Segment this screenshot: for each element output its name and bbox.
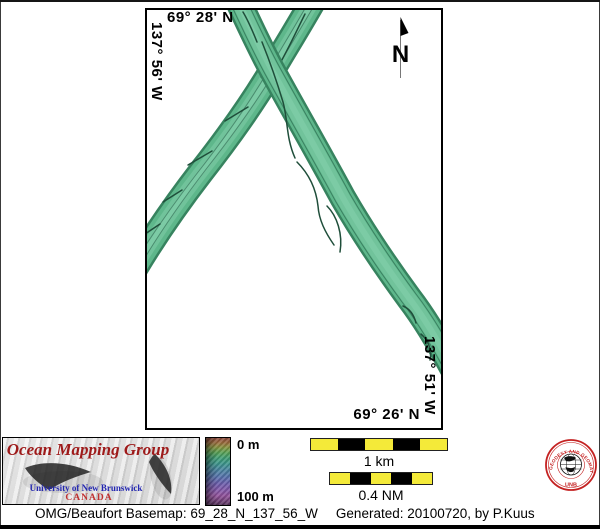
scalebar-segment [365, 439, 393, 450]
scalebar-segment [350, 473, 371, 484]
scalebar-segment [391, 473, 412, 484]
colorbar-max-label: 100 m [237, 489, 274, 504]
depth-colorbar [205, 437, 231, 506]
footer: OMG/Beaufort Basemap: 69_28_N_137_56_W G… [35, 506, 535, 521]
seafloor-scour-marks-b [242, 11, 432, 361]
scalebar-km-label: 1 km [363, 453, 395, 469]
scalebar-segment [370, 473, 392, 484]
map-frame: N [145, 8, 443, 430]
bird-silhouette-left [25, 463, 91, 490]
scalebar-nautical-miles [329, 472, 433, 485]
scalebar-segment [411, 473, 433, 484]
bird-silhouette-right [149, 454, 172, 494]
unb-seal: GEODESY AND GEOMATICS ENGINEERING UNB [544, 438, 597, 491]
sonar-swath-canvas: N [147, 10, 441, 375]
omg-subtitle: University of New Brunswick [29, 483, 143, 493]
page-bottom-border [0, 525, 600, 529]
scalebar-segment [392, 439, 420, 450]
scalebar-segment [419, 439, 448, 450]
scalebar-segment [338, 439, 366, 450]
footer-generated-by: Generated: 20100720, by P.Kuus [335, 506, 535, 521]
coord-label-left-longitude: 137° 56' W [148, 22, 165, 101]
scalebar-kilometres [310, 438, 448, 451]
sonar-swath-b [227, 10, 441, 375]
scalebar-nm-label: 0.4 NM [358, 487, 404, 503]
footer-basemap-id: OMG/Beaufort Basemap: 69_28_N_137_56_W [35, 506, 318, 521]
scalebar-segment [330, 473, 351, 484]
globe-icon [560, 453, 582, 476]
north-arrow-head-icon [400, 17, 409, 36]
omg-title: Ocean Mapping Group [6, 440, 170, 459]
omg-country: CANADA [65, 493, 113, 503]
sonar-swath-a [147, 10, 324, 275]
north-arrow-label: N [392, 41, 409, 68]
scalebar-segment [311, 439, 339, 450]
colorbar-min-label: 0 m [237, 437, 260, 452]
coord-label-right-longitude: 137° 51' W [421, 336, 438, 415]
page-top-border [0, 0, 600, 2]
coord-label-top-latitude: 69° 28' N [167, 9, 234, 26]
north-arrow: N [392, 17, 409, 78]
omg-logo: Ocean Mapping Group University of New Br… [2, 437, 200, 505]
seal-acronym: UNB [565, 483, 577, 489]
coord-label-bottom-latitude: 69° 26' N [353, 406, 420, 423]
omg-logo-art [23, 454, 173, 500]
